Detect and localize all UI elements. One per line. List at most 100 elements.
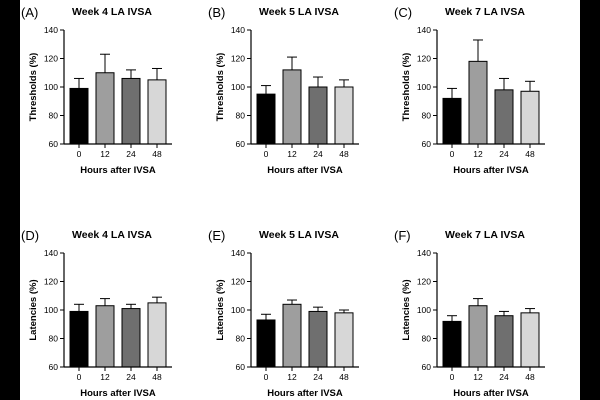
x-tick-label: 12 — [100, 149, 110, 159]
y-tick-label: 100 — [417, 82, 431, 92]
x-tick-label: 48 — [339, 372, 349, 382]
bar-48h — [334, 312, 354, 368]
figure-canvas: (A) Week 4 LA IVSA Thresholds (%) Hours aft… — [20, 0, 580, 400]
bar-12h — [282, 303, 302, 368]
x-tick-label: 12 — [287, 372, 297, 382]
bar-24h — [121, 77, 141, 145]
y-tick-label: 120 — [44, 54, 58, 64]
y-tick-label: 120 — [231, 54, 245, 64]
x-tick-label: 0 — [264, 372, 269, 382]
x-tick-label: 24 — [313, 372, 323, 382]
chart-panel-d: (D) Week 4 LA IVSA Latencies (%) Hours afte… — [21, 228, 172, 399]
y-tick-label: 120 — [417, 277, 431, 287]
y-tick-label: 60 — [236, 362, 246, 372]
bar-48h — [334, 86, 354, 145]
x-tick-label: 24 — [126, 149, 136, 159]
y-tick-label: 80 — [422, 111, 432, 121]
panel-letter: (E) — [208, 228, 225, 243]
x-axis-label: Hours after IVSA — [267, 165, 343, 176]
x-tick-label: 24 — [499, 149, 509, 159]
y-axis-label: Latencies (%) — [28, 279, 39, 340]
y-tick-label: 60 — [49, 362, 59, 372]
y-tick-label: 140 — [44, 248, 58, 258]
bar-24h — [308, 310, 328, 368]
bar-24h — [494, 89, 514, 145]
bar-48h — [147, 302, 167, 368]
bar-24h — [121, 308, 141, 368]
panel-letter: (D) — [21, 228, 39, 243]
chart-panel-f: (F) Week 7 LA IVSA Latencies (%) Hours afte… — [394, 228, 545, 399]
x-tick-label: 12 — [287, 149, 297, 159]
x-tick-label: 0 — [450, 149, 455, 159]
y-axis-label: Thresholds (%) — [215, 53, 226, 122]
panel-letter: (A) — [21, 5, 38, 20]
y-tick-label: 60 — [236, 139, 246, 149]
y-tick-label: 140 — [44, 25, 58, 35]
y-tick-label: 100 — [44, 82, 58, 92]
y-tick-label: 100 — [231, 82, 245, 92]
y-tick-label: 80 — [422, 334, 432, 344]
x-axis-label: Hours after IVSA — [80, 165, 156, 176]
x-tick-label: 48 — [339, 149, 349, 159]
chart-title: Week 5 LA IVSA — [259, 229, 339, 241]
y-tick-label: 100 — [44, 305, 58, 315]
y-tick-label: 100 — [231, 305, 245, 315]
y-tick-label: 80 — [49, 334, 59, 344]
y-tick-label: 120 — [417, 54, 431, 64]
x-tick-label: 48 — [152, 149, 162, 159]
chart-panel-c: (C) Week 7 LA IVSA Thresholds (%) Hours aft… — [394, 5, 545, 176]
bar-12h — [95, 72, 115, 145]
x-tick-label: 24 — [313, 149, 323, 159]
y-tick-label: 60 — [49, 139, 59, 149]
panel-letter: (F) — [394, 228, 411, 243]
y-axis-label: Thresholds (%) — [28, 53, 39, 122]
bar-0h — [442, 320, 462, 368]
bar-0h — [69, 310, 89, 368]
y-tick-label: 140 — [417, 25, 431, 35]
y-tick-label: 140 — [231, 248, 245, 258]
bar-12h — [95, 305, 115, 368]
bar-48h — [520, 90, 540, 145]
bar-12h — [282, 69, 302, 145]
x-tick-label: 0 — [77, 372, 82, 382]
y-tick-label: 80 — [49, 111, 59, 121]
x-tick-label: 24 — [126, 372, 136, 382]
x-tick-label: 12 — [473, 372, 483, 382]
chart-title: Week 4 LA IVSA — [72, 6, 152, 18]
y-axis-label: Thresholds (%) — [401, 53, 412, 122]
x-axis-label: Hours after IVSA — [267, 388, 343, 399]
y-tick-label: 140 — [417, 248, 431, 258]
chart-panel-b: (B) Week 5 LA IVSA Thresholds (%) Hours aft… — [208, 5, 359, 176]
x-tick-label: 0 — [450, 372, 455, 382]
bar-24h — [308, 86, 328, 145]
x-tick-label: 0 — [77, 149, 82, 159]
panel-letter: (B) — [208, 5, 225, 20]
y-tick-label: 120 — [44, 277, 58, 287]
x-tick-label: 12 — [473, 149, 483, 159]
y-tick-label: 100 — [417, 305, 431, 315]
x-tick-label: 0 — [264, 149, 269, 159]
x-tick-label: 48 — [525, 372, 535, 382]
chart-panel-e: (E) Week 5 LA IVSA Latencies (%) Hours afte… — [208, 228, 359, 399]
x-tick-label: 48 — [152, 372, 162, 382]
chart-title: Week 5 LA IVSA — [259, 6, 339, 18]
bar-12h — [468, 305, 488, 368]
bar-0h — [256, 93, 276, 145]
y-axis-label: Latencies (%) — [401, 279, 412, 340]
y-axis-label: Latencies (%) — [215, 279, 226, 340]
bar-48h — [520, 312, 540, 368]
x-tick-label: 24 — [499, 372, 509, 382]
bar-48h — [147, 79, 167, 145]
chart-title: Week 7 LA IVSA — [445, 6, 525, 18]
y-tick-label: 140 — [231, 25, 245, 35]
chart-title: Week 4 LA IVSA — [72, 229, 152, 241]
bar-12h — [468, 60, 488, 145]
y-tick-label: 80 — [236, 111, 246, 121]
y-tick-label: 120 — [231, 277, 245, 287]
bar-0h — [442, 97, 462, 145]
y-tick-label: 60 — [422, 362, 432, 372]
panel-letter: (C) — [394, 5, 412, 20]
bar-chart-grid: (A) Week 4 LA IVSA Thresholds (%) Hours aft… — [21, 5, 545, 399]
x-axis-label: Hours after IVSA — [453, 388, 529, 399]
y-tick-label: 80 — [236, 334, 246, 344]
